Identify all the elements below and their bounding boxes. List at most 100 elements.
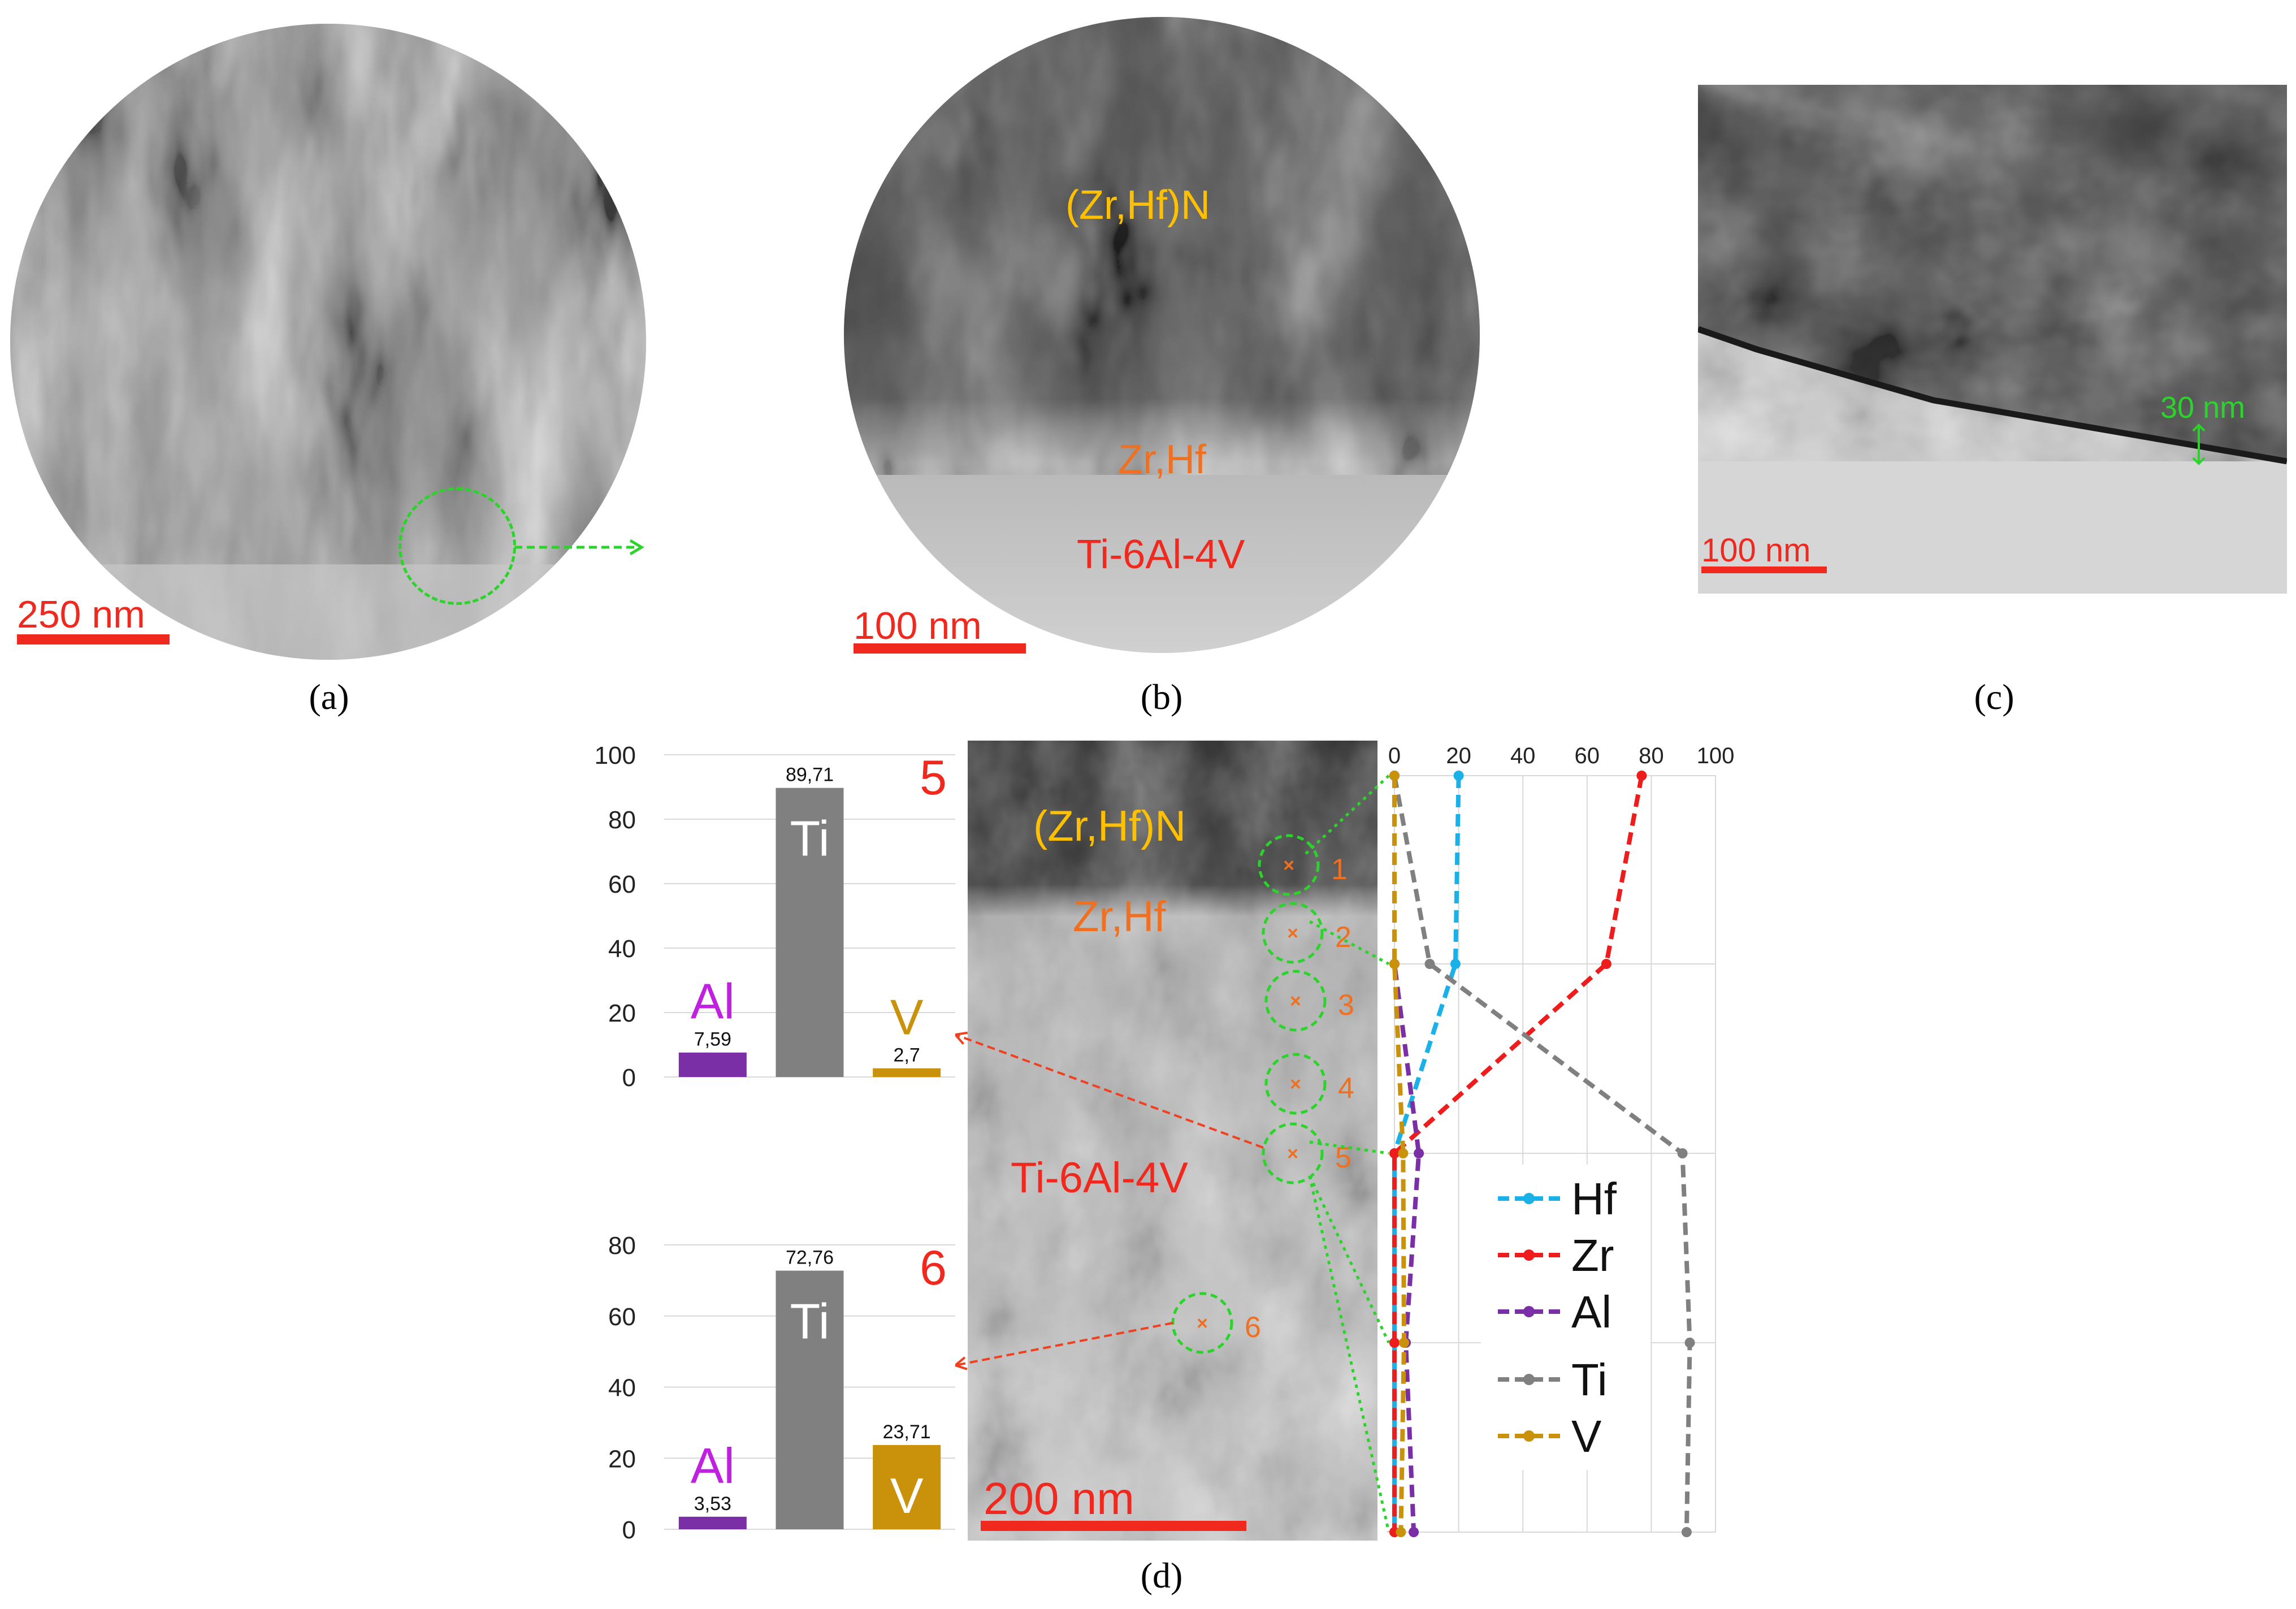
pointer-arrow [955,1033,1264,1149]
scale-bar [854,643,1026,654]
series-line [1392,776,1407,1533]
point-marker: × [1287,923,1298,944]
category-label: Ti [790,811,829,867]
point-number: 6 [1245,1311,1261,1344]
panel-label-b: (b) [1140,677,1183,717]
series-line [1392,775,1644,1532]
panel-label-c: (c) [1974,677,2015,717]
scale-bar-label: 200 nm [984,1473,1134,1524]
x-tick-label: 80 [1639,743,1664,768]
data-label: 7,59 [694,1029,731,1050]
y-tick-label: 20 [608,1445,636,1473]
legend-label: V [1571,1411,1602,1461]
point-marker: × [1197,1313,1208,1334]
point-marker: × [1283,855,1294,876]
series-point [1453,771,1464,781]
scale-bar-label: 100 nm [1701,532,1811,569]
arrow-head [955,1356,968,1370]
data-label: 72,76 [786,1247,834,1269]
point-marker: × [1290,991,1301,1012]
point-circle [1262,902,1324,964]
y-tick-label: 100 [595,742,636,769]
data-label: 89,71 [786,764,834,786]
series-point [1677,1148,1688,1158]
chart-title: 5 [920,751,947,805]
point-marker: × [1290,1074,1301,1095]
panel-label-a: (a) [309,677,349,717]
series-point [1424,959,1435,969]
legend-label: Zr [1571,1230,1614,1281]
category-label: Al [691,1438,735,1494]
point-circle [1264,1053,1327,1115]
point-circle [1262,1122,1324,1184]
legend-marker [1523,1430,1535,1442]
series-point [1409,1527,1419,1537]
point-number: 4 [1338,1072,1354,1105]
series-point [1389,771,1400,781]
connector-line [1309,1140,1389,1155]
data-label: 3,53 [694,1493,731,1515]
series-point [1389,959,1400,969]
legend-label: Ti [1571,1355,1608,1405]
point-number: 3 [1338,989,1354,1022]
series-point [1398,1148,1409,1158]
series-point [1450,959,1461,969]
region-label-nitride: (Zr,Hf)N [1033,802,1186,850]
region-label-metal: Zr,Hf [1118,437,1206,482]
data-label: 23,71 [883,1421,931,1443]
thickness-arrow [2192,423,2206,465]
x-tick-label: 20 [1446,743,1471,768]
scale-bar [1701,566,1827,573]
y-tick-label: 80 [608,806,636,834]
panel-label-d: (d) [1140,1555,1183,1595]
y-tick-label: 0 [622,1064,636,1092]
category-label: V [890,1468,924,1524]
x-tick-label: 0 [1388,743,1401,768]
micrograph-c [1698,85,2287,594]
series-point [1389,1338,1400,1348]
series-point [1396,1527,1406,1537]
x-tick-label: 40 [1510,743,1536,768]
connector-line [1308,1175,1390,1533]
scale-bar [981,1521,1246,1531]
connector-line [1308,1175,1390,1344]
series-point [1399,1338,1410,1348]
y-tick-label: 20 [608,1000,636,1027]
bar [873,1068,941,1077]
point-number: 1 [1331,853,1348,886]
x-tick-label: 60 [1575,743,1600,768]
legend-box [1481,1165,1650,1470]
data-label: 2,7 [894,1045,920,1066]
region-label-metal: Zr,Hf [1073,893,1166,941]
bar [776,788,844,1077]
legend-marker [1523,1306,1535,1317]
y-tick-label: 40 [608,1374,636,1402]
micrograph-d [968,741,1377,1541]
scale-bar [17,634,170,645]
y-tick-label: 60 [608,871,636,898]
series-point [1601,959,1611,969]
pointer-arrow [955,1322,1173,1366]
series-point [1414,1148,1424,1158]
point-circle [1258,834,1320,896]
bar [678,1052,747,1077]
x-tick-label: 100 [1697,743,1735,768]
point-circle [1264,970,1327,1032]
legend-label: Al [1571,1287,1611,1337]
y-tick-label: 40 [608,935,636,963]
legend-marker [1523,1249,1535,1261]
pointer-arrow [514,539,644,556]
thickness-label: 30 nm [2160,391,2246,425]
legend-marker [1523,1193,1535,1204]
category-label: V [890,989,924,1045]
point-marker: × [1287,1143,1298,1165]
connector-line [1305,775,1390,855]
micrograph-a [10,24,646,660]
chart-title: 6 [920,1241,947,1295]
bar [873,1444,941,1529]
series-point [1681,1527,1692,1537]
y-tick-label: 80 [608,1232,636,1260]
y-tick-label: 60 [608,1303,636,1331]
